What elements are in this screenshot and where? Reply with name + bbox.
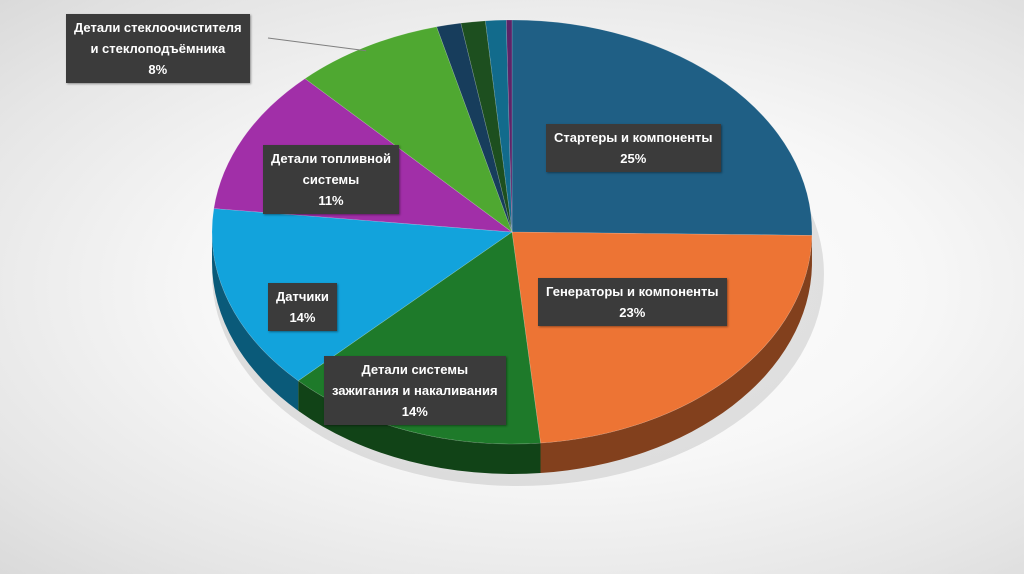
leader-line-wiper [267, 37, 367, 52]
label-ignition-name-1: Детали системы [361, 362, 469, 377]
pie-slice-1 [511, 231, 813, 444]
pie-slice-minor-7 [460, 20, 513, 233]
label-fuel-name-1: Детали топливной [271, 151, 391, 166]
label-fuel: Детали топливной системы 11% [263, 145, 399, 214]
label-sensors-name: Датчики [276, 289, 329, 304]
label-sensors: Датчики 14% [268, 283, 337, 331]
pie-sides [212, 232, 812, 474]
label-wiper-name-2: и стеклоподъёмника [90, 41, 226, 56]
label-ignition: Детали системы зажигания и накаливания 1… [324, 356, 506, 425]
label-generators-pct: 23% [619, 305, 646, 320]
pie-top [211, 19, 813, 445]
label-ignition-pct: 14% [401, 404, 428, 419]
label-starters-pct: 25% [620, 151, 647, 166]
pie-side-2 [298, 380, 541, 474]
pie-side-3 [212, 232, 299, 411]
label-generators: Генераторы и компоненты 23% [538, 278, 727, 326]
pie-slice-5 [304, 26, 513, 233]
label-starters-name: Стартеры и компоненты [554, 130, 713, 145]
pie-side-1 [540, 235, 812, 474]
label-ignition-name-2: зажигания и накаливания [332, 383, 498, 398]
label-wiper-pct: 8% [148, 62, 168, 77]
label-fuel-name-2: системы [302, 172, 360, 187]
label-generators-name: Генераторы и компоненты [546, 284, 719, 299]
pie-slice-minor-9 [505, 19, 513, 233]
label-starters: Стартеры и компоненты 25% [546, 124, 721, 172]
label-wiper-name-1: Детали стеклоочистителя [74, 20, 242, 35]
pie-slice-minor-8 [485, 19, 513, 233]
label-sensors-pct: 14% [289, 310, 316, 325]
pie-slice-3 [211, 208, 513, 382]
pie-slice-minor-6 [436, 22, 513, 233]
label-fuel-pct: 11% [318, 193, 344, 208]
label-wiper: Детали стеклоочистителя и стеклоподъёмни… [66, 14, 250, 83]
